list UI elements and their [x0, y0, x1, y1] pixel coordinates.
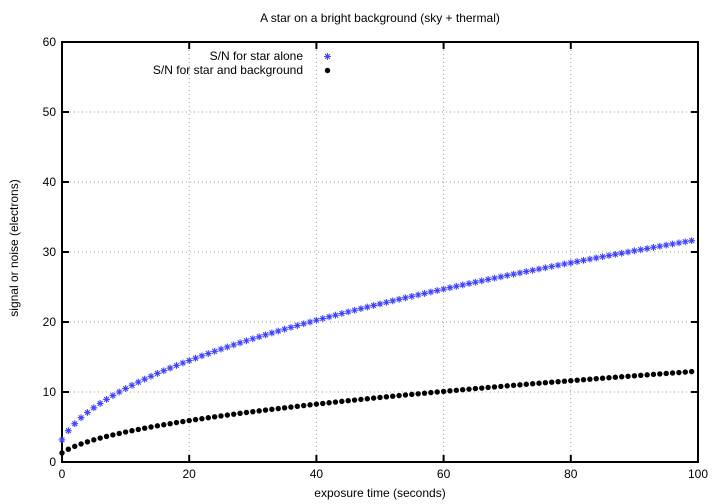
- legend: S/N for star alone S/N for star and back…: [40, 49, 351, 77]
- y-tick-label: 40: [42, 175, 56, 189]
- x-tick-label: 0: [58, 467, 66, 481]
- y-tick-label: 20: [42, 315, 56, 329]
- x-axis-title: exposure time (seconds): [314, 486, 446, 500]
- legend-label-star-and-background: S/N for star and background: [152, 63, 303, 77]
- y-tick-label: 0: [49, 455, 56, 469]
- x-tick-label: 100: [687, 467, 709, 481]
- y-tick-label: 10: [42, 385, 56, 399]
- y-tick-label: 50: [42, 105, 56, 119]
- legend-label-star-alone: S/N for star alone: [209, 49, 303, 63]
- asterisk-marker-icon: [303, 50, 351, 63]
- x-tick-label: 20: [182, 467, 196, 481]
- filled-circle-marker-icon: [303, 64, 351, 77]
- legend-row-star-and-background: S/N for star and background: [40, 63, 351, 77]
- x-tick-label: 80: [564, 467, 578, 481]
- x-tick-label: 60: [436, 467, 451, 481]
- y-tick-label: 30: [42, 245, 56, 259]
- legend-row-star-alone: S/N for star alone: [40, 49, 351, 63]
- chart-title: A star on a bright background (sky + the…: [260, 11, 500, 25]
- y-tick-label: 60: [42, 35, 56, 49]
- x-tick-label: 40: [309, 467, 324, 481]
